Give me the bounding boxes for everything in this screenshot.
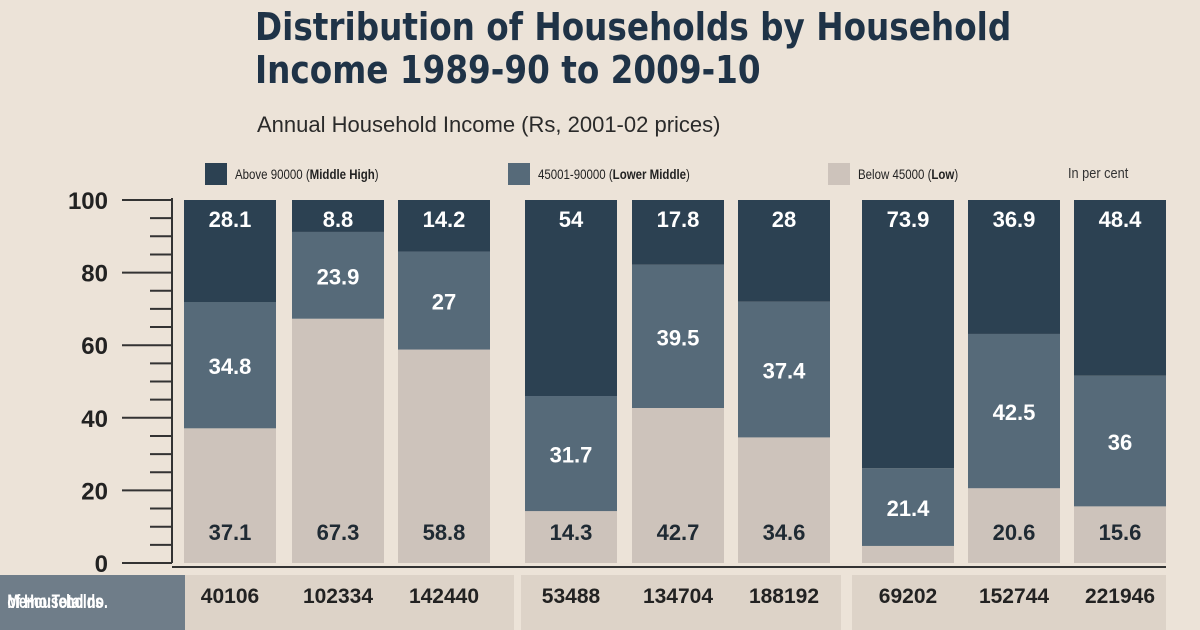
legend-item-middle: 45001-90000 (Lower Middle): [508, 162, 723, 186]
bar-segment: [292, 231, 384, 319]
bar-segment: [862, 200, 954, 469]
y-tick-label: 40: [81, 406, 108, 433]
bar-segment: [184, 428, 276, 563]
y-tick-label: 20: [81, 478, 108, 505]
data-label: 15.6: [1099, 520, 1142, 545]
legend-label-middle: 45001-90000 (Lower Middle): [538, 166, 690, 182]
legend-item-low: Below 45000 (Low): [828, 162, 980, 186]
data-label: 14.2: [423, 207, 466, 232]
bar-segment: [292, 200, 384, 232]
data-label: 34.6: [763, 520, 806, 545]
bar-segment: [738, 200, 830, 302]
bar-segment: [968, 200, 1060, 334]
bar-segment: [632, 200, 724, 265]
memo-row-group-3: [852, 575, 1166, 630]
chart-title-line2: Income 1989-90 to 2009-10: [255, 48, 761, 92]
data-label: 27: [432, 290, 456, 315]
y-tick-label: 0: [95, 551, 108, 578]
data-label: 36: [1108, 430, 1132, 455]
chart-title-line1: Distribution of Households by Household: [255, 5, 1012, 49]
data-label: 48.4: [1099, 207, 1143, 232]
memo-value: 152744: [979, 585, 1049, 608]
bar-segment: [398, 200, 490, 252]
bar-segment: [738, 437, 830, 563]
memo-label-box: Memo:Total no. of Households: [0, 575, 185, 630]
data-label: 8.8: [323, 207, 354, 232]
data-label: 37.4: [763, 359, 807, 384]
data-label: 42.7: [657, 520, 700, 545]
data-label: 21.4: [887, 496, 931, 521]
data-label: 34.8: [209, 354, 252, 379]
data-label: 14.3: [550, 520, 593, 545]
memo-value: 69202: [879, 585, 937, 608]
bar-segment: [862, 545, 954, 563]
data-label: 23.9: [317, 264, 360, 289]
bar-segment: [632, 264, 724, 408]
bar-segment: [968, 333, 1060, 489]
memo-value: 53488: [542, 585, 601, 608]
chart-subtitle: Annual Household Income (Rs, 2001-02 pri…: [257, 112, 721, 137]
legend-swatch-high: [205, 163, 227, 185]
memo-row-group-2: [521, 575, 841, 630]
memo-value: 40106: [201, 585, 259, 608]
data-label: 58.8: [423, 520, 466, 545]
memo-value: 134704: [643, 585, 713, 608]
memo-value: 142440: [409, 585, 479, 608]
memo-value: 221946: [1085, 585, 1155, 608]
legend-item-high: Above 90000 (Middle High): [205, 162, 410, 186]
bar-segment: [968, 488, 1060, 563]
bar-segment: [1074, 375, 1166, 507]
legend-swatch-middle: [508, 163, 530, 185]
bar-segment: [292, 318, 384, 563]
data-label: 42.5: [993, 400, 1036, 425]
bar-segment: [398, 349, 490, 563]
bar-segment: [862, 468, 954, 546]
data-label: 54: [559, 207, 584, 232]
data-label: 17.8: [657, 207, 700, 232]
data-label: 37.1: [209, 520, 252, 545]
y-tick-label: 60: [81, 333, 108, 360]
data-label: 73.9: [887, 207, 930, 232]
bar-segment: [632, 407, 724, 563]
bar-segment: [184, 302, 276, 429]
data-label: 20.6: [993, 520, 1036, 545]
data-label: 39.5: [657, 325, 700, 350]
bar-segment: [184, 200, 276, 303]
legend-label-low: Below 45000 (Low): [858, 166, 959, 182]
data-label: 28.1: [209, 207, 252, 232]
memo-value: 102334: [303, 585, 373, 608]
bar-segment: [525, 396, 617, 512]
legend-swatch-low: [828, 163, 850, 185]
bar-segment: [738, 301, 830, 438]
chart-title: Distribution of Households by Household …: [255, 6, 1011, 92]
data-label: 28: [772, 207, 796, 232]
y-tick-label: 100: [68, 188, 108, 215]
bar-segment: [525, 200, 617, 397]
legend-label-high: Above 90000 (Middle High): [235, 166, 379, 182]
y-tick-label: 80: [81, 261, 108, 288]
data-label: 67.3: [317, 520, 360, 545]
bar-segment: [1074, 200, 1166, 376]
bar-segment: [398, 251, 490, 350]
data-label: 36.9: [993, 207, 1036, 232]
memo-row-group-1: [185, 575, 514, 630]
unit-note: In per cent: [1068, 165, 1129, 182]
bar-segment: [1074, 506, 1166, 563]
memo-value: 188192: [749, 585, 819, 608]
bar-segment: [525, 511, 617, 563]
data-label: 31.7: [550, 443, 593, 468]
